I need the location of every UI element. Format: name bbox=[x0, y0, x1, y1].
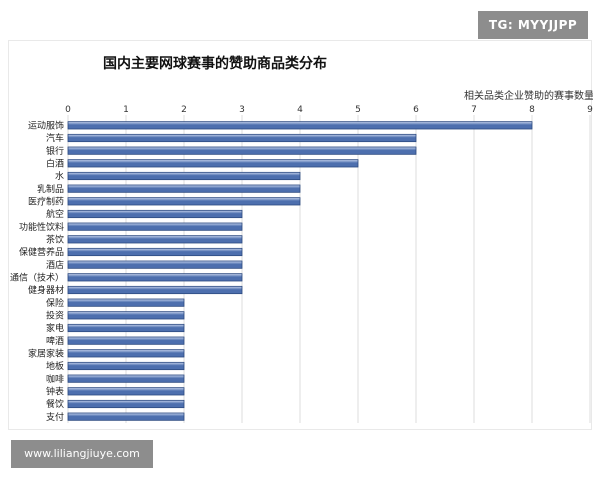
x-tick-label: 7 bbox=[471, 105, 477, 115]
category-label: 乳制品 bbox=[37, 183, 64, 195]
bar bbox=[67, 298, 185, 307]
bar bbox=[67, 184, 301, 193]
category-label: 咖啡 bbox=[46, 373, 64, 385]
x-tick-label: 4 bbox=[297, 105, 303, 115]
x-tick-labels: 0 1 2 3 4 5 6 7 8 9 bbox=[65, 105, 593, 115]
bar bbox=[67, 323, 185, 333]
bar bbox=[67, 133, 417, 143]
bar bbox=[67, 247, 243, 257]
bar-chart: 0 1 2 3 4 5 6 7 8 9 运动服饰汽车银行白酒水乳制品医疗制药航空功能性饮料茶饮保健… bbox=[10, 55, 593, 423]
bar bbox=[67, 146, 417, 155]
bar bbox=[67, 387, 185, 396]
bar bbox=[67, 361, 185, 371]
x-tick-label: 0 bbox=[65, 105, 71, 115]
category-label: 银行 bbox=[46, 145, 64, 157]
category-label: 支付 bbox=[46, 411, 64, 423]
category-label: 投资 bbox=[46, 310, 64, 322]
category-label: 保健营养品 bbox=[19, 246, 64, 258]
x-tick-label: 3 bbox=[239, 105, 245, 115]
category-label: 酒店 bbox=[46, 259, 64, 271]
category-label: 功能性饮料 bbox=[19, 221, 64, 233]
category-label: 健身器材 bbox=[28, 284, 64, 296]
category-label: 水 bbox=[55, 170, 64, 182]
x-tick-label: 2 bbox=[181, 105, 187, 115]
bar bbox=[67, 159, 359, 168]
bar bbox=[67, 235, 243, 244]
category-label: 家电 bbox=[46, 322, 64, 334]
watermark-tag: TG: MYYJJPP bbox=[478, 11, 588, 39]
category-label: 啤酒 bbox=[46, 335, 64, 347]
category-label: 保险 bbox=[46, 297, 64, 309]
x-tick-label: 5 bbox=[355, 105, 361, 115]
bar bbox=[67, 412, 185, 421]
category-label: 地板 bbox=[46, 360, 64, 372]
chart-title: 国内主要网球赛事的赞助商品类分布 bbox=[103, 55, 327, 72]
chart-frame: 0 1 2 3 4 5 6 7 8 9 运动服饰 汽车 银行 白酒水乳制品 医疗制药 航空 功能性饮料 茶饮 保健… bbox=[8, 40, 593, 430]
category-labels: 运动服饰汽车银行白酒水乳制品医疗制药航空功能性饮料茶饮保健营养品酒店通信（技术）… bbox=[10, 120, 64, 423]
bar bbox=[67, 260, 243, 269]
category-label: 汽车 bbox=[46, 132, 64, 144]
category-label: 家居家装 bbox=[28, 348, 64, 360]
category-label: 航空 bbox=[46, 208, 64, 220]
bar bbox=[67, 374, 185, 383]
watermark-url: www.liliangjiuye.com bbox=[11, 440, 153, 468]
category-label: 通信（技术） bbox=[10, 272, 64, 284]
bar bbox=[67, 336, 185, 345]
bar bbox=[67, 349, 185, 358]
category-label: 餐饮 bbox=[46, 398, 64, 410]
x-tick-label: 8 bbox=[529, 105, 535, 115]
bar bbox=[67, 222, 243, 231]
bar bbox=[67, 399, 185, 409]
x-axis-title: 相关品类企业赞助的赛事数量 bbox=[464, 89, 593, 102]
category-label: 钟表 bbox=[46, 386, 64, 398]
bars bbox=[67, 121, 533, 421]
bar bbox=[67, 197, 301, 206]
category-label: 运动服饰 bbox=[28, 120, 64, 132]
x-tick-label: 9 bbox=[587, 105, 593, 115]
bar bbox=[67, 171, 301, 181]
category-label: 茶饮 bbox=[46, 234, 64, 246]
category-label: 医疗制药 bbox=[28, 196, 64, 208]
x-tick-label: 1 bbox=[123, 105, 129, 115]
bar bbox=[67, 209, 243, 219]
bar bbox=[67, 311, 185, 320]
category-label: 白酒 bbox=[46, 158, 64, 170]
bar bbox=[67, 121, 533, 130]
x-tick-label: 6 bbox=[413, 105, 419, 115]
bar bbox=[67, 273, 243, 282]
bar bbox=[67, 285, 243, 295]
